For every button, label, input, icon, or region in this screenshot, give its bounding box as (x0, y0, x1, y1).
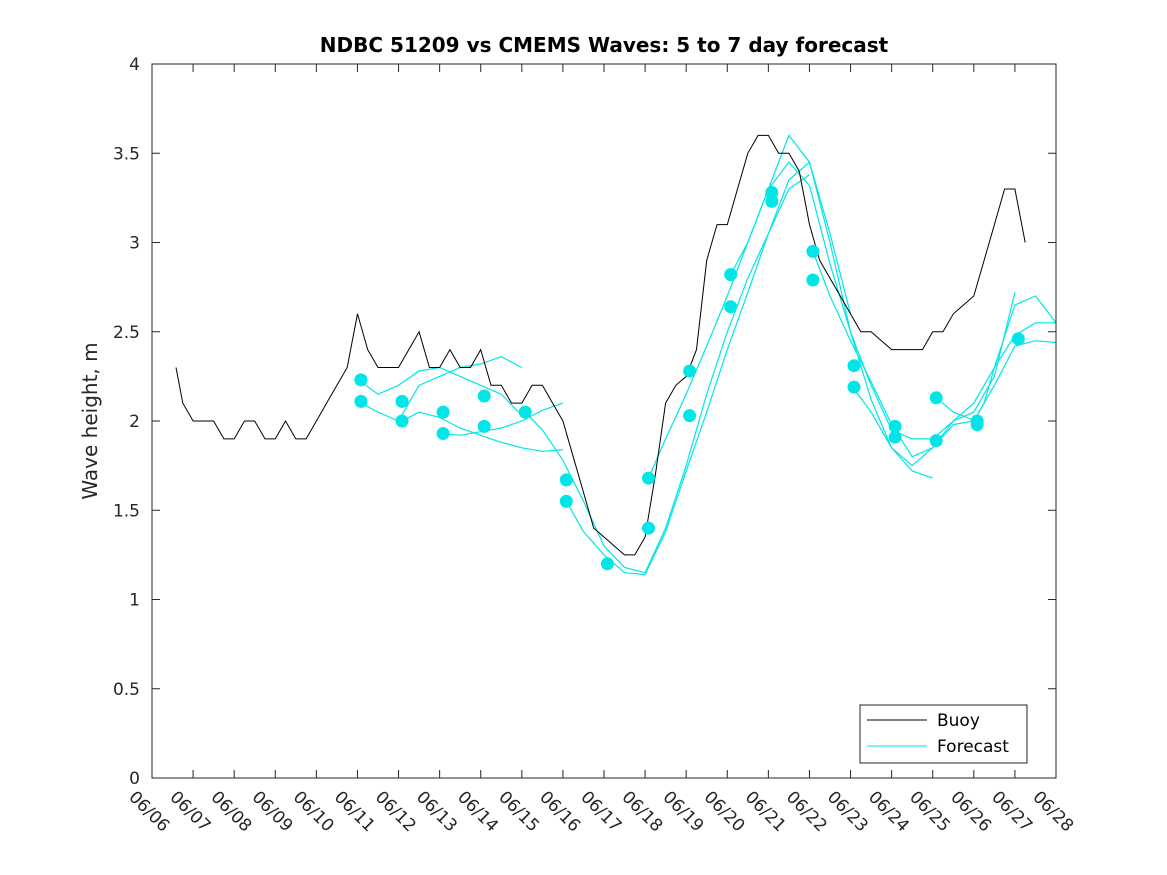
forecast-line-4 (524, 174, 810, 574)
forecast-marker (724, 300, 738, 314)
forecast-line-1 (360, 356, 523, 422)
y-tick-label: 3.5 (113, 144, 140, 164)
legend-forecast-label: Forecast (937, 737, 1009, 757)
forecast-line-6 (647, 161, 933, 479)
forecast-marker (888, 430, 902, 444)
forecast-marker (765, 194, 779, 208)
y-tick-label: 1.5 (113, 501, 140, 521)
forecast-line-2 (401, 411, 563, 452)
plot-area (175, 134, 1057, 576)
forecast-marker (806, 244, 820, 258)
forecast-marker (600, 557, 614, 571)
forecast-marker (436, 427, 450, 440)
forecast-marker (888, 419, 902, 433)
y-tick-label: 2.5 (113, 323, 140, 343)
forecast-marker (354, 394, 368, 408)
forecast-marker (354, 373, 368, 387)
buoy-line (175, 134, 1026, 556)
forecast-marker (847, 380, 861, 394)
forecast-marker (642, 471, 655, 485)
y-tick-label: 3 (129, 234, 140, 254)
y-tick-label: 2 (129, 412, 140, 432)
y-tick-label: 0.5 (113, 680, 140, 700)
forecast-marker (518, 405, 532, 419)
forecast-marker (395, 394, 409, 408)
y-tick-label: 0 (129, 769, 140, 789)
forecast-marker (436, 405, 450, 419)
y-tick-label: 1 (129, 591, 140, 611)
forecast-marker (806, 273, 820, 287)
forecast-marker (929, 434, 943, 448)
forecast-marker (724, 268, 738, 282)
forecast-marker (970, 418, 984, 432)
forecast-marker (683, 364, 697, 378)
forecast-marker (477, 419, 491, 433)
forecast-marker (642, 521, 655, 535)
forecast-marker (395, 414, 409, 428)
forecast-marker (559, 473, 573, 487)
chart-title: NDBC 51209 vs CMEMS Waves: 5 to 7 day fo… (320, 33, 889, 57)
legend-box (859, 704, 1028, 764)
forecast-line-10 (935, 295, 1057, 422)
forecast-marker (559, 494, 573, 508)
y-tick-label: 4 (129, 55, 140, 75)
forecast-marker (1011, 332, 1025, 346)
forecast-line-3 (443, 402, 564, 436)
y-axis-label: Wave height, m (78, 342, 102, 499)
forecast-line-7 (730, 134, 1016, 440)
forecast-marker (847, 359, 861, 373)
legend-buoy-label: Buoy (937, 711, 980, 731)
forecast-marker (929, 391, 943, 405)
legend: Buoy Forecast (859, 704, 1028, 764)
forecast-marker (683, 409, 697, 423)
forecast-marker (765, 186, 779, 199)
forecast-marker (477, 389, 491, 403)
